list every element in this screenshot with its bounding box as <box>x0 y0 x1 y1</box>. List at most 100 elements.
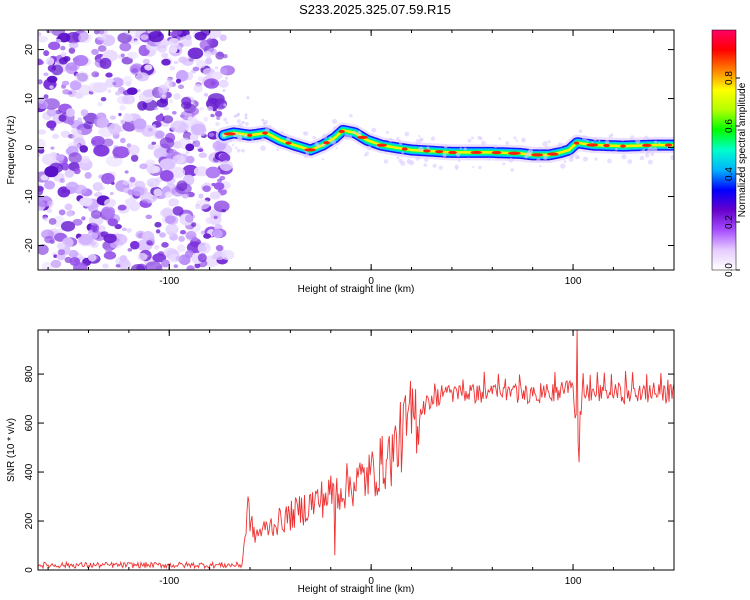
noise-blob <box>78 130 82 134</box>
noise-blob <box>144 159 156 167</box>
ridge-speck <box>563 160 567 163</box>
noise-blob <box>76 233 82 238</box>
noise-blob <box>72 218 83 226</box>
noise-blob <box>73 167 81 175</box>
ridge-speck <box>576 156 580 160</box>
snr-ytick-label: 0 <box>24 567 35 573</box>
noise-blob <box>213 200 230 213</box>
noise-blob <box>50 30 66 36</box>
noise-blob <box>131 186 145 197</box>
ridge-speck <box>244 121 249 126</box>
noise-blob <box>193 166 209 177</box>
ridge-speck <box>401 151 404 155</box>
noise-speck <box>261 118 265 122</box>
noise-speck <box>223 103 227 107</box>
ridge-speck <box>399 141 403 145</box>
noise-blob <box>73 54 89 67</box>
ridge-speck <box>493 144 498 149</box>
ridge-speck <box>557 142 563 148</box>
noise-blob <box>60 45 66 51</box>
noise-blob <box>193 84 203 93</box>
noise-blob <box>159 96 169 104</box>
noise-blob <box>73 184 88 195</box>
noise-blob <box>103 138 114 147</box>
noise-blob <box>127 189 135 196</box>
ridge-speck <box>322 133 328 139</box>
noise-blob <box>46 120 57 129</box>
ridge-speck <box>424 157 429 163</box>
colorbar: 0.0 0.2 0.4 0.6 0.8 Normalized spectral ampl… <box>711 29 748 277</box>
noise-blob <box>104 198 117 208</box>
noise-blob <box>166 77 173 83</box>
colorbar-label: Normalized spectral amplitude <box>737 82 748 217</box>
noise-blob <box>69 80 82 91</box>
snr-ytick-label: 400 <box>24 463 35 480</box>
noise-blob <box>197 76 204 81</box>
noise-blob <box>59 178 65 184</box>
noise-blob <box>53 254 58 258</box>
noise-blob <box>58 209 66 216</box>
ridge-speck <box>406 159 412 165</box>
figure-title: S233.2025.325.07.59.R15 <box>299 2 451 17</box>
noise-blob <box>50 127 55 131</box>
noise-blob <box>109 192 114 196</box>
noise-blob <box>160 52 169 59</box>
noise-blob <box>175 70 189 82</box>
ridge-speck <box>621 139 624 142</box>
ridge-speck <box>260 145 266 151</box>
noise-blob <box>194 31 207 41</box>
noise-blob <box>123 114 134 123</box>
noise-blob <box>58 57 68 65</box>
noise-blob <box>127 144 140 156</box>
noise-blob <box>96 117 109 128</box>
ridge-speck <box>442 153 447 158</box>
ridge-speck <box>642 148 646 152</box>
ridge-speck <box>647 159 653 165</box>
ridge-speck <box>415 156 420 161</box>
ridge-hotspot <box>247 133 253 137</box>
ridge-speck <box>364 151 369 156</box>
ridge-hotspot <box>435 150 444 154</box>
noise-blob <box>48 41 61 51</box>
noise-blob <box>208 132 215 137</box>
ridge-speck <box>614 147 618 151</box>
noise-blob <box>153 188 163 197</box>
noise-blob <box>188 158 194 162</box>
noise-blob <box>145 261 163 270</box>
noise-speck <box>244 116 248 120</box>
noise-blob <box>43 72 49 77</box>
noise-blob <box>218 79 229 88</box>
noise-blob <box>93 144 110 157</box>
noise-blob <box>118 112 122 117</box>
noise-blob <box>119 42 132 52</box>
noise-blob <box>49 151 58 158</box>
noise-blob <box>146 177 160 188</box>
noise-blob <box>123 30 137 36</box>
noise-blob <box>61 80 70 86</box>
noise-blob <box>179 229 187 235</box>
snr-xlabel: Height of straight line (km) <box>298 584 415 595</box>
noise-speck <box>235 113 239 117</box>
noise-blob <box>178 56 189 64</box>
noise-blob <box>38 129 46 135</box>
ridge-hotspot <box>603 143 610 148</box>
noise-blob <box>203 78 220 89</box>
noise-blob <box>48 218 57 225</box>
noise-blob <box>165 223 179 236</box>
noise-blob <box>66 210 74 217</box>
snr-ytick-label: 600 <box>24 414 35 431</box>
noise-blob <box>219 153 231 163</box>
noise-blob <box>161 259 170 268</box>
noise-speck <box>225 76 229 80</box>
noise-blob <box>169 65 176 71</box>
noise-blob <box>142 58 150 65</box>
noise-blob <box>159 137 175 149</box>
noise-blob <box>154 107 158 111</box>
snr-line <box>38 330 674 570</box>
noise-blob <box>38 58 43 66</box>
snr-ticks: -100 0 100 0 200 400 600 800 <box>24 330 674 587</box>
noise-speck <box>233 114 237 118</box>
noise-blob <box>178 235 185 242</box>
